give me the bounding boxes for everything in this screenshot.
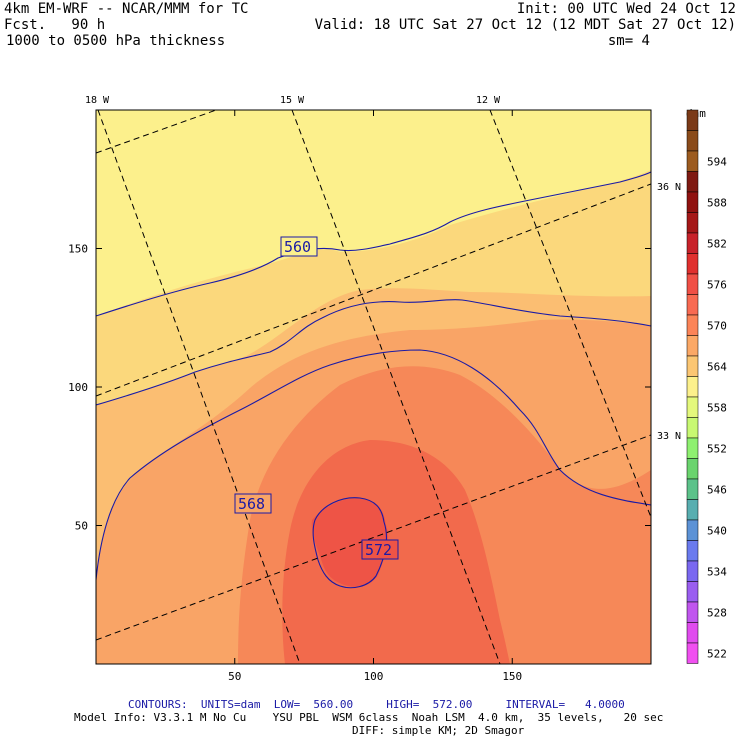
colorbar-swatch (686, 171, 699, 193)
band-max (311, 497, 389, 587)
shaded-field (96, 110, 651, 664)
colorbar-swatch (686, 355, 699, 377)
colorbar-swatch (686, 314, 699, 336)
colorbar-swatch (686, 499, 699, 521)
colorbar-swatch (686, 622, 699, 644)
colorbar-swatch (686, 581, 699, 603)
colorbar-swatch (686, 150, 699, 172)
colorbar-tick-label: 564 (707, 360, 727, 373)
svg-text:572: 572 (365, 541, 392, 559)
header-field-name: 1000 to 0500 hPa thickness (6, 33, 226, 49)
colorbar-swatch (686, 376, 699, 398)
x-tick-label: 100 (364, 670, 384, 683)
contour-info: CONTOURS: UNITS=dam LOW= 560.00 HIGH= 57… (128, 698, 625, 711)
contour-label-568: 568 (234, 493, 272, 514)
parallel-36n (96, 183, 651, 397)
y-tick-label: 150 (68, 243, 88, 256)
colorbar-swatch (686, 519, 699, 541)
contour-label-560: 560 (280, 236, 318, 257)
colorbar-tick-label: 582 (707, 237, 727, 250)
colorbar-tick-label: 558 (707, 401, 727, 414)
colorbar: dam 594588582576570564558552546540534528… (686, 107, 727, 664)
contour-572 (312, 497, 387, 589)
y-tick-label: 50 (75, 520, 88, 533)
header-valid-time: Valid: 18 UTC Sat 27 Oct 12 (12 MDT Sat … (314, 17, 736, 33)
lat-label-36n: 36 N (657, 182, 681, 193)
x-axis: 50 100 150 (228, 110, 522, 683)
colorbar-tick-label: 552 (707, 442, 727, 455)
colorbar-swatch (686, 560, 699, 582)
parallel-33n (96, 434, 651, 641)
colorbar-swatch (686, 253, 699, 275)
colorbar-swatch (686, 417, 699, 439)
svg-text:568: 568 (238, 495, 265, 513)
lon-label-12w: 12 W (476, 95, 501, 106)
colorbar-swatch (686, 191, 699, 213)
lat-label-33n: 33 N (657, 431, 681, 442)
y-tick-label: 100 (68, 381, 88, 394)
colorbar-swatch (686, 273, 699, 295)
contour-label-572: 572 (361, 539, 399, 560)
model-info-diffusion: DIFF: simple KM; 2D Smagor (352, 724, 525, 737)
colorbar-swatch (686, 335, 699, 357)
header-smoothing: sm= 4 (607, 33, 650, 49)
colorbar-swatch (686, 294, 699, 316)
colorbar-swatch (686, 540, 699, 562)
colorbar-swatch (686, 130, 699, 152)
svg-text:560: 560 (284, 238, 311, 256)
contour-560 (96, 171, 651, 317)
colorbar-swatch (686, 458, 699, 480)
meridian-15w (291, 110, 501, 664)
colorbar-tick-label: 570 (707, 319, 727, 332)
colorbar-swatch (686, 642, 699, 664)
colorbar-tick-label: 594 (707, 155, 727, 168)
contour-568 (96, 349, 651, 581)
colorbar-tick-label: 534 (707, 565, 727, 578)
contour-564 (96, 299, 651, 406)
lat-lon-grid (96, 110, 651, 664)
colorbar-swatch (686, 396, 699, 418)
contour-lines (96, 171, 651, 589)
colorbar-swatch (686, 109, 699, 131)
colorbar-swatch (686, 232, 699, 254)
colorbar-tick-label: 588 (707, 196, 727, 209)
colorbar-swatch (686, 437, 699, 459)
colorbar-tick-label: 528 (707, 606, 727, 619)
colorbar-swatch (686, 212, 699, 234)
colorbar-swatch (686, 601, 699, 623)
colorbar-tick-label: 576 (707, 278, 727, 291)
y-axis: 50 100 150 (68, 243, 651, 533)
colorbar-tick-label: 546 (707, 483, 727, 496)
thickness-map: 50 100 150 50 100 150 18 W 15 W 12 W 36 N 33… (68, 95, 727, 683)
header-init-time: Init: 00 UTC Wed 24 Oct 12 (516, 1, 736, 17)
model-info: Model Info: V3.3.1 M No Cu YSU PBL WSM 6… (74, 711, 664, 724)
lon-label-15w: 15 W (280, 95, 305, 106)
x-tick-label: 50 (228, 670, 241, 683)
lon-label-18w: 18 W (85, 95, 110, 106)
header-forecast-hour: Fcst. 90 h (4, 17, 106, 33)
colorbar-tick-label: 522 (707, 647, 727, 660)
meridian-12w (489, 110, 651, 519)
colorbar-swatch (686, 478, 699, 500)
header-title: 4km EM-WRF -- NCAR/MMM for TC (4, 1, 249, 17)
x-tick-label: 150 (502, 670, 522, 683)
colorbar-tick-label: 540 (707, 524, 727, 537)
meridian-18w (97, 110, 301, 664)
